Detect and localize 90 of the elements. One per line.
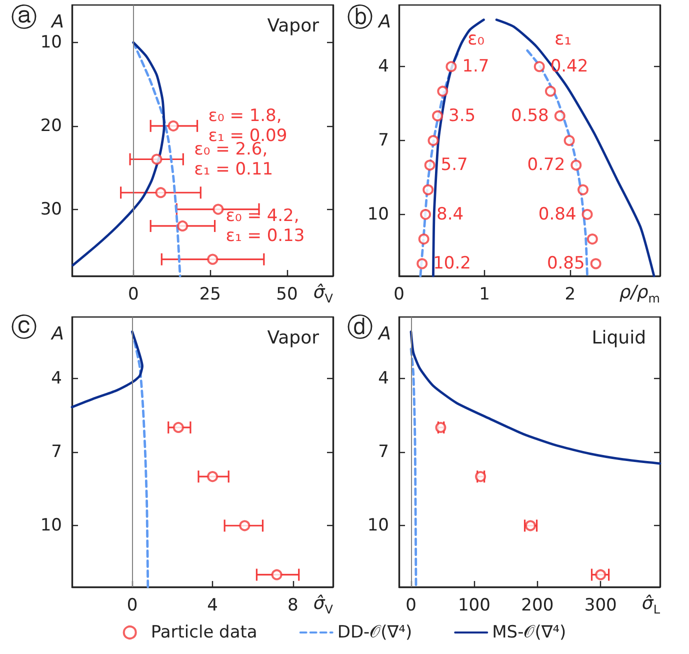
x-tick-label: 0 <box>126 596 138 616</box>
point <box>168 120 179 132</box>
point <box>577 184 588 196</box>
x-tick-label: 1 <box>479 284 490 304</box>
point <box>595 569 606 580</box>
point <box>418 234 430 245</box>
line-series <box>132 41 182 278</box>
point <box>586 234 598 245</box>
x-axis-title: ρ/ρ$_{m}$ <box>619 282 660 306</box>
x-tick-label: 100 <box>458 596 490 616</box>
point <box>177 220 188 232</box>
x-tick-label: 0 <box>128 284 139 304</box>
point <box>437 86 448 97</box>
point <box>582 208 593 220</box>
point <box>151 154 162 165</box>
y-tick-label: 7 <box>378 442 389 462</box>
y-tick-label: 10 <box>40 32 62 53</box>
legend-label: DD-𝒪(∇⁴) <box>337 622 412 642</box>
y-tick-label: 7 <box>378 130 389 150</box>
annotation: 0.85 <box>546 254 585 274</box>
legend-label: Particle data <box>150 622 258 642</box>
legend-label: MS-𝒪(∇⁴) <box>492 622 566 642</box>
point <box>570 160 582 171</box>
y-axis-title: A <box>378 12 391 32</box>
x-tick-label: 0 <box>394 284 404 304</box>
x-tick-label: 2 <box>564 284 576 304</box>
x-tick-label: 8 <box>287 596 298 616</box>
chart-title: ⓑ <box>347 3 373 33</box>
annotation: 5.7 <box>440 155 468 176</box>
line-series <box>131 330 150 588</box>
y-tick-label: 30 <box>40 199 62 220</box>
annotation: ε₁ <box>554 28 572 50</box>
chart-title: ⓒ <box>11 313 37 343</box>
point <box>446 61 457 72</box>
y-tick-label: 4 <box>378 56 389 77</box>
point <box>422 184 434 196</box>
y-tick-label: 7 <box>51 442 62 462</box>
x-tick-label: 4 <box>207 596 218 616</box>
y-tick-label: 4 <box>378 368 389 388</box>
point <box>212 204 224 215</box>
point <box>432 110 444 122</box>
x-tick-label: 0 <box>406 596 416 616</box>
annotation: 10.2 <box>433 254 471 274</box>
y-axis-title: A <box>378 324 391 344</box>
y-tick-label: 10 <box>367 516 389 536</box>
x-tick-label: 300 <box>584 596 617 616</box>
annotation: Vapor <box>267 16 320 36</box>
point <box>420 208 432 220</box>
line-series <box>410 348 418 588</box>
annotation: 0.72 <box>527 155 566 176</box>
annotation: 0.58 <box>511 106 549 126</box>
annotation: ε₀ <box>468 28 484 50</box>
line-series <box>410 330 662 465</box>
point <box>424 160 436 171</box>
point <box>554 110 566 122</box>
point <box>544 86 556 97</box>
annotation: Liquid <box>592 328 646 348</box>
annotation: ε₀ = 4.2, ε₁ = 0.13 <box>226 206 305 246</box>
annotation: Vapor <box>267 328 320 348</box>
annotation: 3.5 <box>448 106 476 126</box>
annotation: 8.4 <box>436 204 464 224</box>
point <box>271 569 282 580</box>
x-tick-label: 50 <box>276 284 298 304</box>
point <box>590 258 602 270</box>
y-axis-title: A <box>50 324 64 344</box>
point <box>207 471 218 482</box>
x-axis-title: σ̂$_{V}$ <box>313 282 333 306</box>
x-tick-label: 200 <box>521 596 554 616</box>
point <box>207 254 218 265</box>
y-tick-label: 4 <box>51 368 62 388</box>
annotation: 1.7 <box>462 56 490 77</box>
point <box>239 520 250 532</box>
annotation: 0.84 <box>538 204 576 224</box>
point <box>155 187 166 198</box>
x-axis-title: σ̂$_{L}$ <box>642 593 660 617</box>
point <box>416 258 428 270</box>
y-tick-label: 10 <box>367 204 389 224</box>
x-tick-label: 25 <box>199 284 221 304</box>
point <box>172 422 184 433</box>
x-axis-title: σ̂$_{V}$ <box>313 593 333 617</box>
y-tick-label: 20 <box>40 116 62 136</box>
chart-title: ⓓ <box>347 313 373 343</box>
chart-title: ⓐ <box>11 3 37 33</box>
line-series <box>70 330 144 408</box>
y-axis-title: A <box>50 12 64 32</box>
point <box>534 61 545 72</box>
line-series <box>72 41 166 266</box>
point <box>428 135 439 146</box>
y-tick-label: 10 <box>40 516 62 536</box>
point <box>564 135 575 146</box>
